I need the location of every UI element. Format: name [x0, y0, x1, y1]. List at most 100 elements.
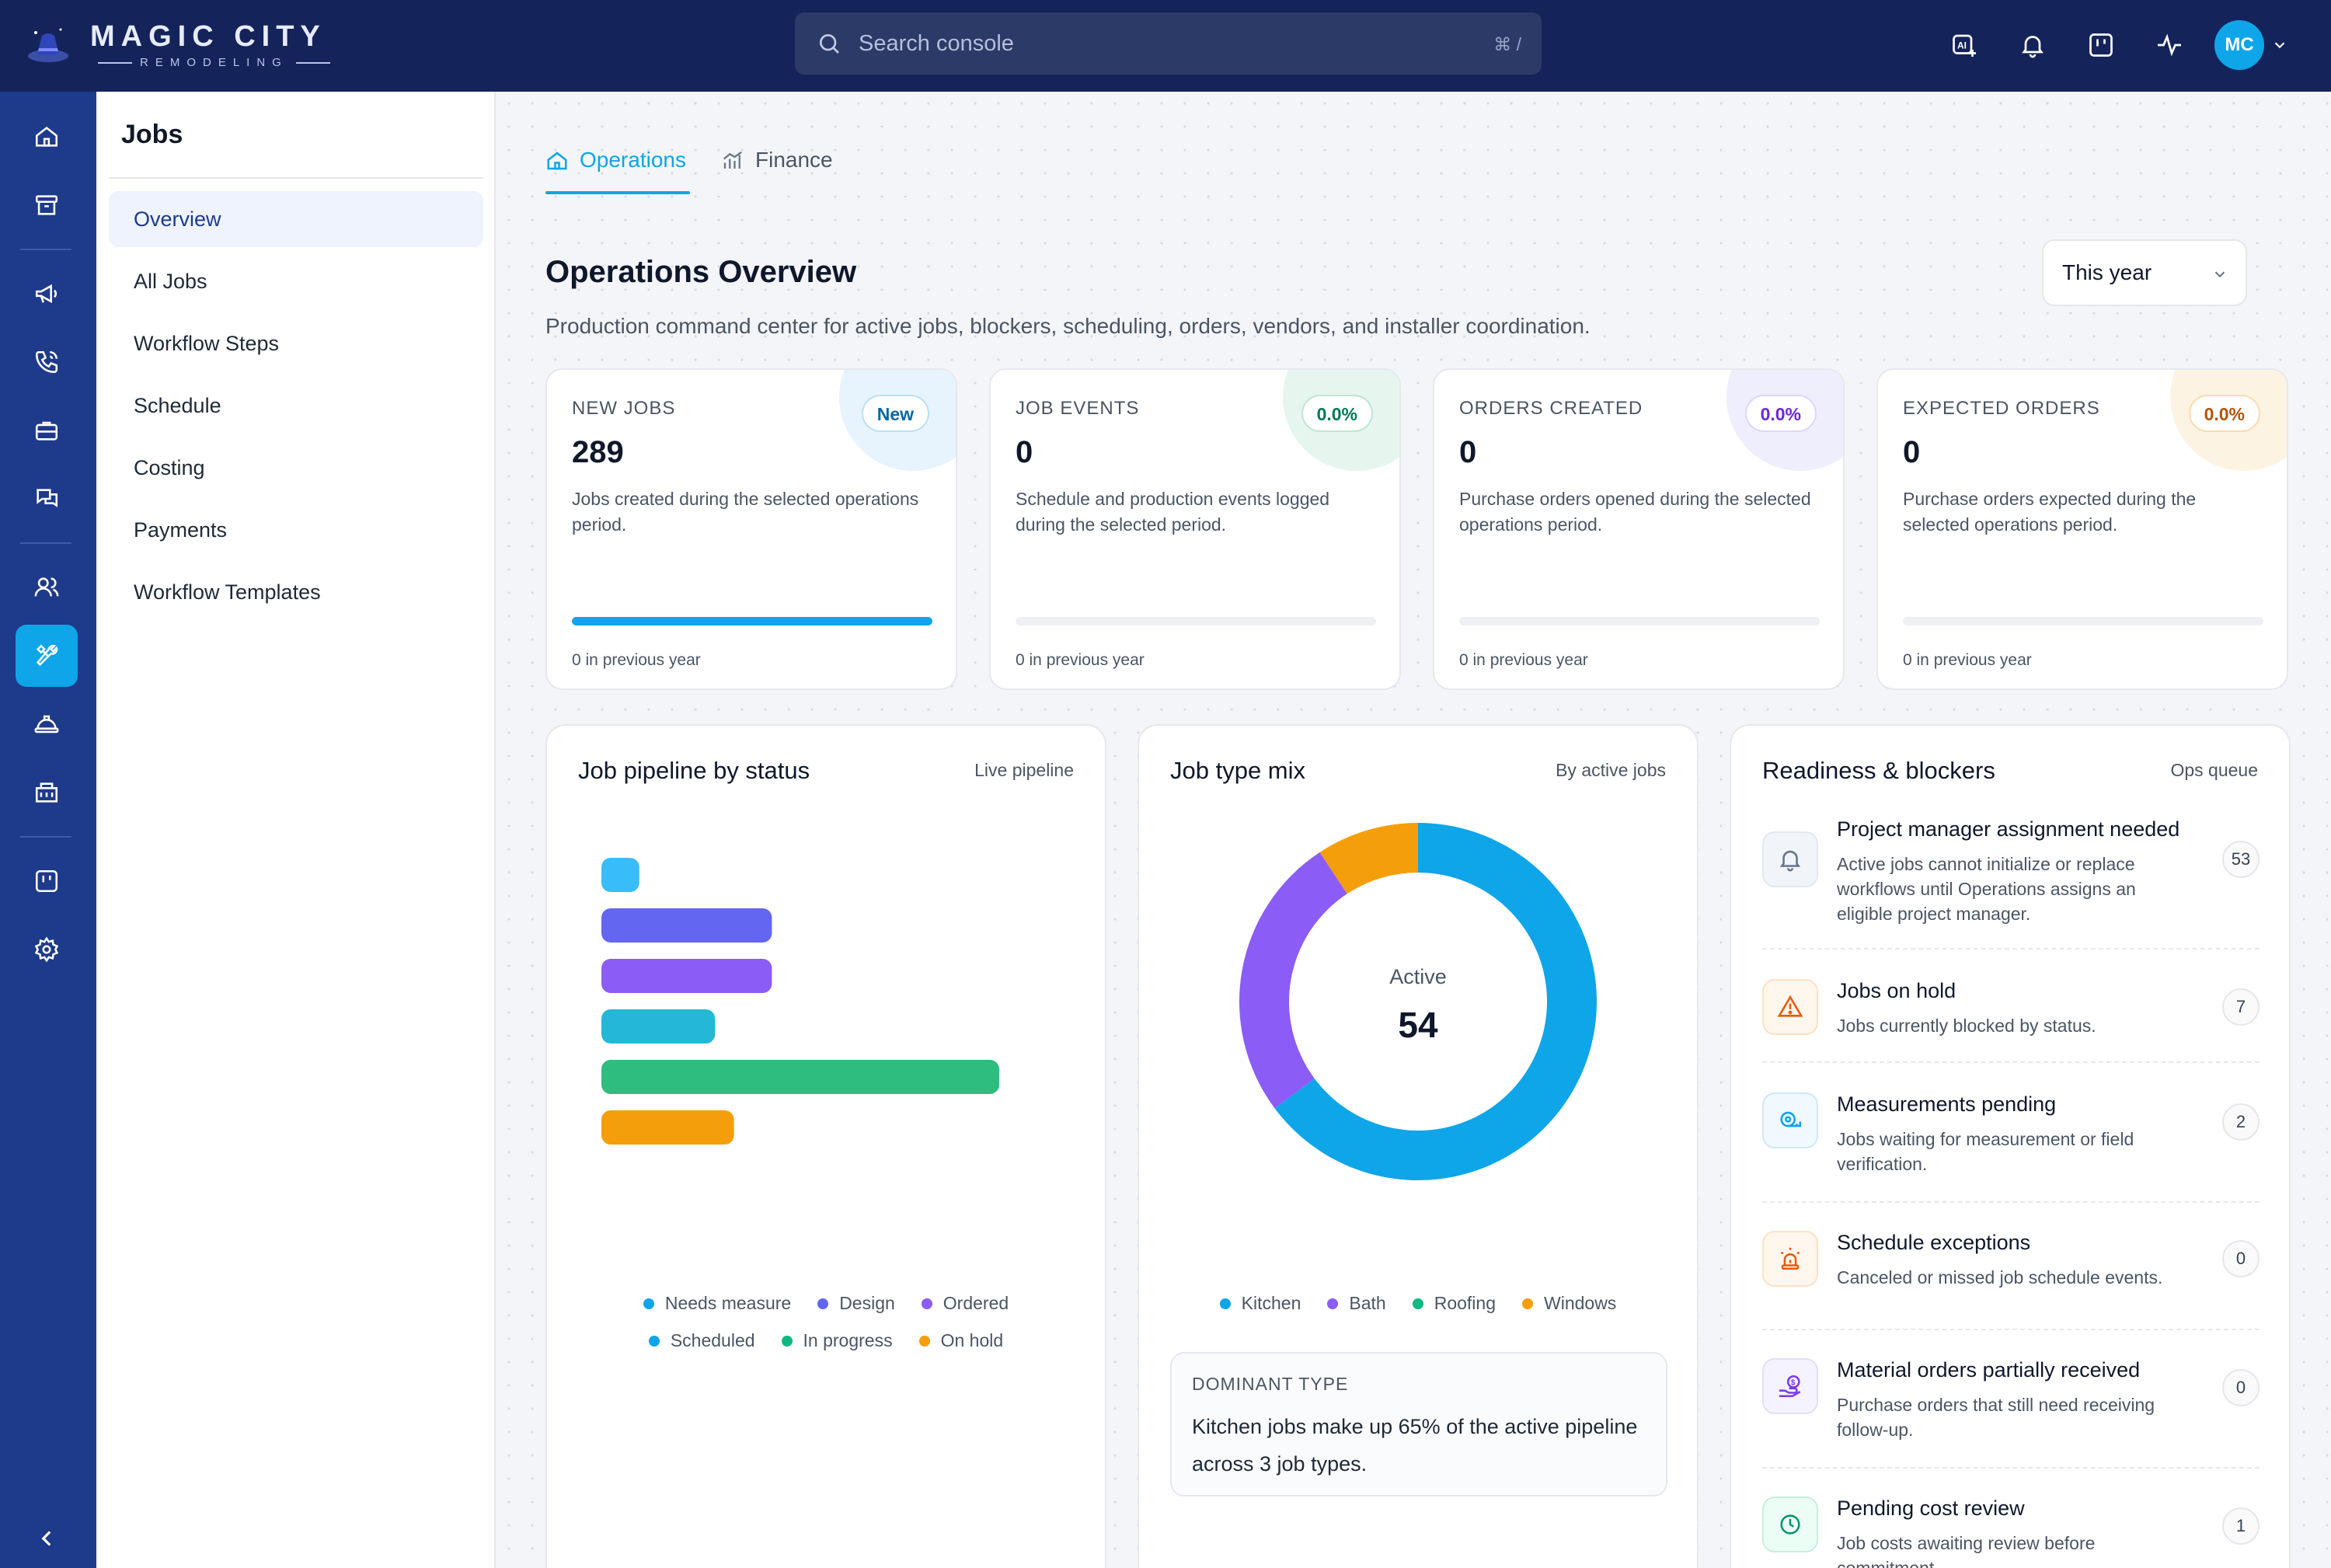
tab-finance[interactable]: Finance — [721, 148, 845, 194]
readiness-description: Jobs currently blocked by status. — [1837, 1016, 2096, 1036]
legend-dot — [817, 1298, 829, 1309]
clock-icon — [1762, 1497, 1818, 1552]
kpi-previous: 0 in previous year — [572, 651, 701, 669]
bar-ordered[interactable] — [601, 959, 772, 993]
top-bar: MAGIC CITY REMODELING Search console ⌘ /… — [0, 0, 2331, 92]
search-bar[interactable]: Search console ⌘ / — [795, 12, 1542, 75]
dominant-type-card: DOMINANT TYPE Kitchen jobs make up 65% o… — [1170, 1352, 1667, 1497]
readiness-divider — [1762, 1467, 2260, 1469]
slice-kitchen[interactable] — [1274, 823, 1597, 1180]
dominant-type-text: Kitchen jobs make up 65% of the active p… — [1192, 1415, 1638, 1476]
readiness-item[interactable]: Jobs on hold Jobs currently blocked by s… — [1762, 979, 2260, 1057]
job-type-legend: Kitchen Bath Roofing Windows — [1139, 1293, 1697, 1314]
legend-label: Scheduled — [670, 1330, 755, 1350]
bar-in-progress[interactable] — [601, 1060, 999, 1094]
tab-operations[interactable]: Operations — [545, 148, 690, 194]
subnav-item-overview[interactable]: Overview — [109, 191, 483, 247]
chevron-down-icon[interactable] — [2264, 17, 2295, 73]
job-type-donut: Active 54 — [1239, 822, 1598, 1181]
bar-needs-measure[interactable] — [601, 858, 639, 892]
search-input[interactable]: Search console — [859, 31, 1014, 56]
top-actions: AI MC — [1930, 17, 2295, 73]
subnav-item-workflow-steps[interactable]: Workflow Steps — [134, 332, 280, 355]
subnav-item-costing[interactable]: Costing — [134, 456, 205, 479]
period-select[interactable]: This year — [2042, 239, 2247, 306]
kpi-card-job-events: Job Events 0 Schedule and production eve… — [989, 368, 1401, 690]
readiness-divider — [1762, 948, 2260, 950]
legend-label: Ordered — [943, 1293, 1009, 1313]
legend-item: Needs measure — [643, 1293, 791, 1314]
kpi-previous: 0 in previous year — [1903, 651, 2032, 669]
svg-text:AI: AI — [1957, 40, 1967, 51]
readiness-title: Pending cost review — [1837, 1497, 2025, 1520]
slice-roofing[interactable] — [1319, 823, 1418, 894]
readiness-title: Material orders partially received — [1837, 1358, 2141, 1382]
bar-chart-icon — [723, 151, 742, 169]
donut-chart — [1239, 823, 1597, 1180]
users-icon[interactable] — [16, 556, 78, 618]
readiness-item[interactable]: $ Material orders partially received Pur… — [1762, 1358, 2260, 1451]
subnav-divider — [109, 177, 483, 179]
kpi-progress-fill — [572, 617, 932, 625]
chevron-left-icon[interactable] — [16, 1507, 78, 1568]
kpi-card-new-jobs: New Jobs 289 Jobs created during the sel… — [545, 368, 957, 690]
brand-tagline: REMODELING — [90, 56, 323, 69]
legend-label: Bath — [1349, 1293, 1386, 1313]
dominant-type-label: DOMINANT TYPE — [1192, 1374, 1349, 1394]
bell-icon — [1762, 831, 1818, 887]
home-icon[interactable] — [16, 106, 78, 168]
readiness-item[interactable]: Project manager assignment needed Active… — [1762, 817, 2260, 934]
rail-divider — [20, 542, 71, 544]
legend-label: Roofing — [1434, 1293, 1496, 1313]
readiness-item[interactable]: Pending cost review Job costs awaiting r… — [1762, 1497, 2260, 1568]
ai-assistant-icon[interactable]: AI — [1930, 17, 1998, 73]
avatar[interactable]: MC — [2214, 20, 2264, 70]
subnav-item-all-jobs[interactable]: All Jobs — [134, 270, 207, 293]
legend-item: Roofing — [1412, 1293, 1496, 1314]
subnav-title: Jobs — [121, 120, 183, 149]
hardhat-icon[interactable] — [16, 693, 78, 755]
briefcase-icon[interactable] — [16, 399, 78, 462]
subnav-item-schedule[interactable]: Schedule — [134, 394, 221, 417]
kpi-value: 0 — [1459, 435, 1477, 469]
archive-icon[interactable] — [16, 174, 78, 236]
legend-item: Design — [817, 1293, 895, 1314]
bar-scheduled[interactable] — [601, 1009, 716, 1044]
bar-on-hold[interactable] — [601, 1110, 734, 1145]
bar-design[interactable] — [601, 908, 772, 943]
period-value: This year — [2062, 260, 2152, 284]
legend-item: Scheduled — [648, 1330, 755, 1351]
building-icon[interactable] — [16, 761, 78, 824]
subnav-item-payments[interactable]: Payments — [134, 518, 228, 542]
kpi-previous: 0 in previous year — [1459, 651, 1588, 669]
subnav-item-workflow-templates[interactable]: Workflow Templates — [134, 580, 321, 604]
readiness-title: Measurements pending — [1837, 1092, 2057, 1116]
job-type-panel: Job type mix By active jobs Active 54 Ki… — [1138, 724, 1699, 1568]
legend-dot — [1327, 1298, 1339, 1309]
legend-item: Windows — [1522, 1293, 1616, 1314]
kpi-card-orders-created: Orders Created 0 Purchase orders opened … — [1433, 368, 1845, 690]
bell-icon[interactable] — [1998, 17, 2067, 73]
readiness-title: Jobs on hold — [1837, 979, 1956, 1002]
slice-bath[interactable] — [1239, 852, 1347, 1109]
legend-dot — [921, 1298, 932, 1309]
settings-icon[interactable] — [16, 918, 78, 981]
readiness-divider — [1762, 1329, 2260, 1330]
kpi-label: Job Events — [1016, 398, 1140, 419]
readiness-item[interactable]: Measurements pending Jobs waiting for me… — [1762, 1092, 2260, 1186]
home-icon — [547, 152, 567, 170]
brand-logo[interactable]: MAGIC CITY REMODELING — [25, 17, 320, 71]
kpi-card-expected-orders: Expected Orders 0 Purchase orders expect… — [1876, 368, 2288, 690]
phone-icon[interactable] — [16, 331, 78, 393]
readiness-item[interactable]: Schedule exceptions Canceled or missed j… — [1762, 1231, 2260, 1308]
chat-icon[interactable] — [16, 468, 78, 530]
tools-icon[interactable] — [16, 625, 78, 687]
pipeline-legend-row-2: Scheduled In progress On hold — [547, 1330, 1105, 1351]
board-icon[interactable] — [16, 850, 78, 912]
legend-dot — [643, 1298, 654, 1309]
kanban-icon[interactable] — [2067, 17, 2135, 73]
readiness-divider — [1762, 1201, 2260, 1203]
readiness-title: Project manager assignment needed — [1837, 817, 2180, 841]
megaphone-icon[interactable] — [16, 263, 78, 325]
activity-icon[interactable] — [2135, 17, 2204, 73]
